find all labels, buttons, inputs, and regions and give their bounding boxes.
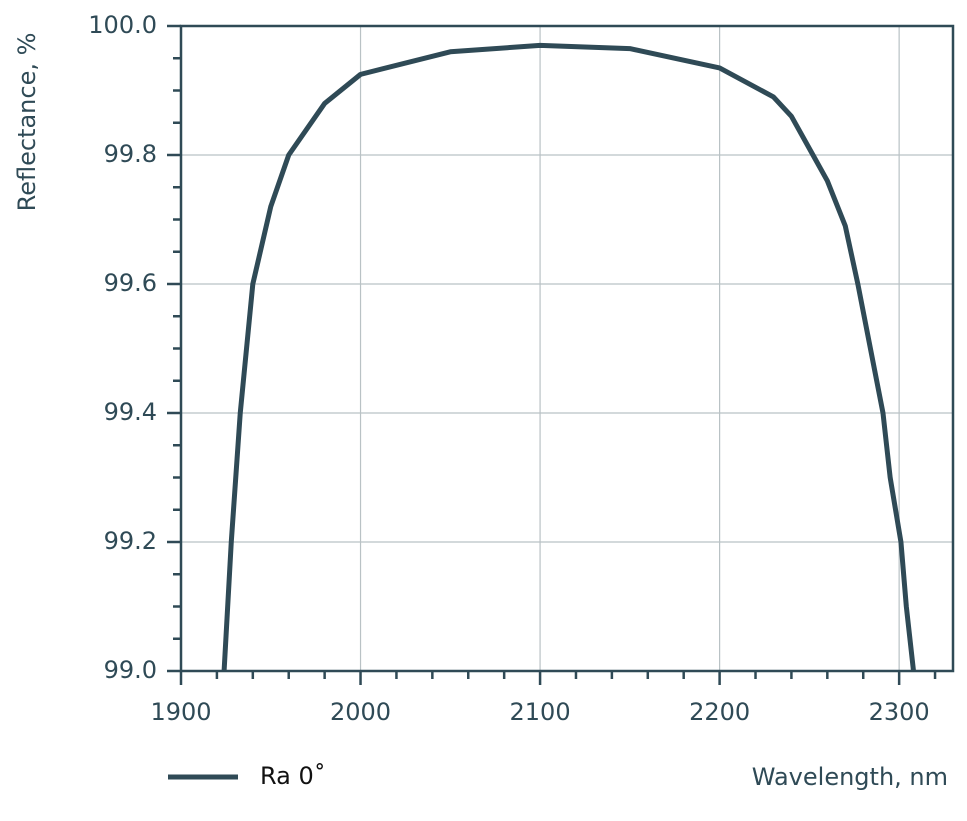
line-series <box>221 42 916 672</box>
y-axis-label: Reflectance, % <box>13 33 41 212</box>
x-tick-label: 2200 <box>689 698 750 726</box>
y-tick-label: 99.2 <box>104 527 157 555</box>
y-tick-label: 99.0 <box>104 656 157 684</box>
plot-frame <box>179 24 955 673</box>
y-tick-label: 99.8 <box>104 140 157 168</box>
x-tick-label: 2100 <box>510 698 571 726</box>
x-tick-label: 2300 <box>869 698 930 726</box>
y-tick-label: 99.4 <box>104 398 157 426</box>
legend-label: Ra 0˚ <box>260 762 326 790</box>
y-tick-label: 99.6 <box>104 269 157 297</box>
x-axis-label: Wavelength, nm <box>752 763 948 791</box>
x-tick-label: 2000 <box>330 698 391 726</box>
y-tick-label: 100.0 <box>88 11 157 39</box>
x-tick-label: 1900 <box>150 698 211 726</box>
